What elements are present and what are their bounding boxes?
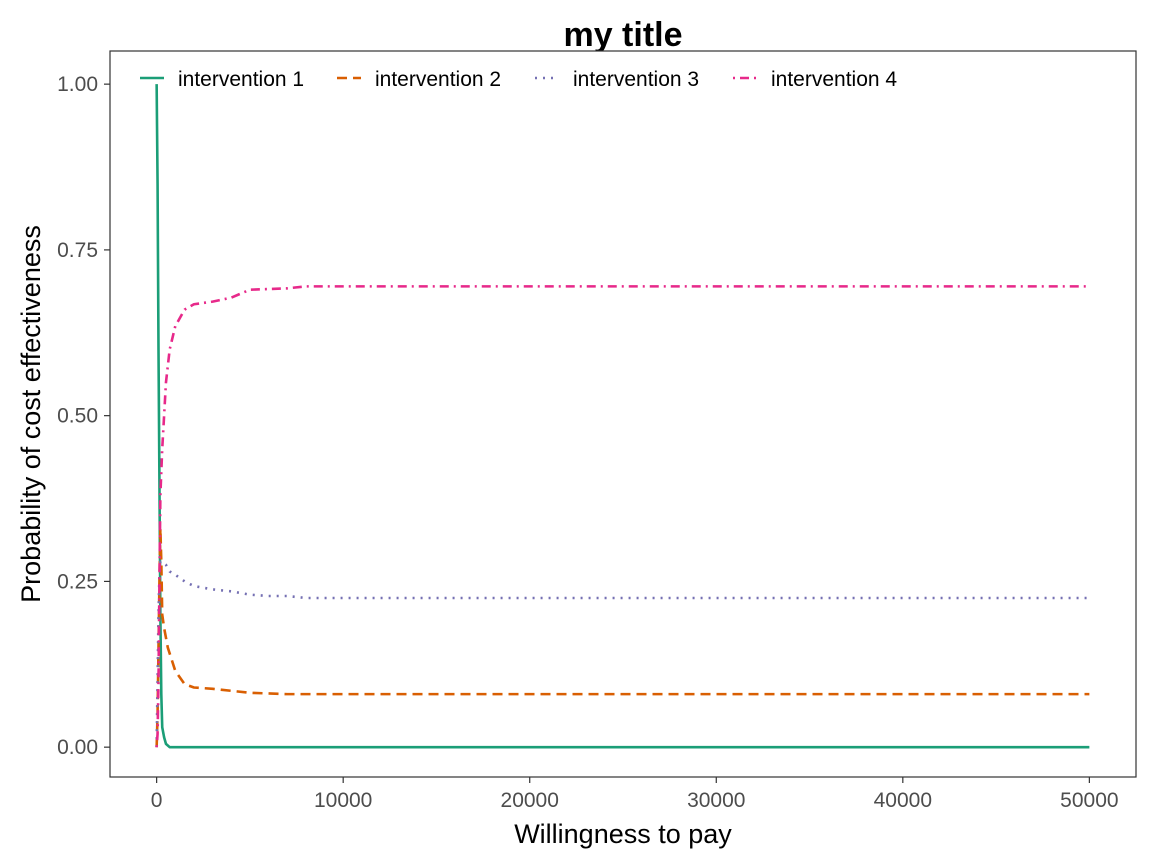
x-axis: 0 10000 20000 30000 40000 50000: [151, 777, 1119, 812]
x-tick-label: 20000: [501, 789, 559, 812]
y-axis: 0.00 0.25 0.50 0.75 1.00: [57, 73, 110, 759]
x-tick-label: 50000: [1060, 789, 1118, 812]
legend: intervention 1 intervention 2 intervention…: [140, 68, 897, 91]
legend-label-intervention-2: intervention 2: [375, 68, 501, 91]
legend-label-intervention-1: intervention 1: [178, 68, 304, 91]
y-tick-label: 1.00: [57, 73, 98, 96]
y-tick-label: 0.75: [57, 239, 98, 262]
x-axis-title: Willingness to pay: [514, 819, 732, 849]
plot-panel: [109, 50, 1137, 778]
x-tick-label: 30000: [687, 789, 745, 812]
y-tick-label: 0.00: [57, 736, 98, 759]
series-line-intervention-1: [155, 84, 1090, 749]
x-tick-label: 40000: [874, 789, 932, 812]
legend-label-intervention-3: intervention 3: [573, 68, 699, 91]
chart-title: my title: [563, 16, 682, 54]
x-tick-label: 0: [151, 789, 163, 812]
y-tick-label: 0.50: [57, 405, 98, 428]
y-axis-title: Probability of cost effectiveness: [16, 225, 46, 603]
y-tick-label: 0.25: [57, 570, 98, 593]
legend-label-intervention-4: intervention 4: [771, 68, 897, 91]
series-layer: [155, 84, 1090, 749]
x-tick-label: 10000: [314, 789, 372, 812]
